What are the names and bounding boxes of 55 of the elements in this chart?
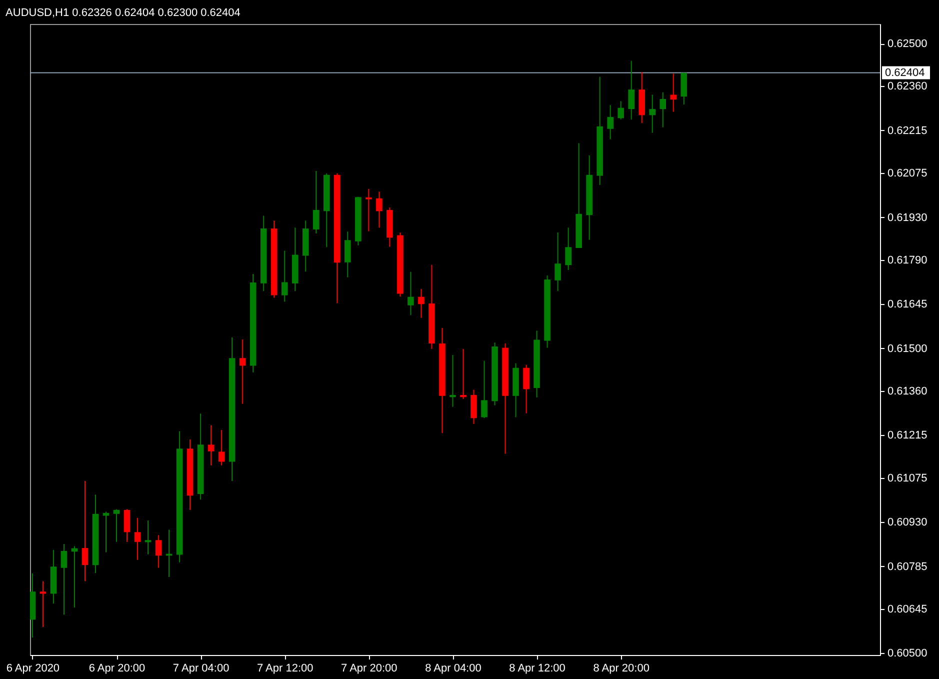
y-tick-label: 0.61790: [888, 254, 928, 266]
candlestick: [124, 508, 130, 542]
y-tick-label: 0.60500: [888, 648, 928, 660]
y-tick-label: 0.61500: [888, 342, 928, 355]
candlestick: [239, 339, 246, 404]
y-tick-label: 0.62360: [888, 80, 928, 93]
y-tick-label: 0.60785: [888, 560, 928, 573]
x-tick-label: 8 Apr 12:00: [509, 662, 566, 674]
y-tick-label: 0.61930: [888, 212, 928, 224]
candlestick: [208, 424, 214, 466]
x-tick-label: 7 Apr 04:00: [172, 662, 230, 674]
y-tick-label: 0.62500: [888, 38, 928, 50]
x-tick-label: 7 Apr 20:00: [341, 662, 398, 674]
y-tick-label: 0.61075: [888, 472, 928, 484]
candlestick: [134, 517, 141, 560]
candlestick: [565, 227, 572, 270]
y-tick-label: 0.62215: [888, 124, 928, 137]
candlestick: [366, 188, 372, 232]
y-tick-label: 0.61645: [888, 298, 928, 311]
x-tick-label: 6 Apr 20:00: [88, 662, 146, 674]
candlestick: [281, 250, 288, 302]
candlestick: [660, 92, 666, 128]
candlestick: [523, 364, 530, 414]
candlestick: [218, 430, 225, 466]
x-tick-label: 8 Apr 20:00: [593, 662, 650, 674]
candlestick: [376, 191, 382, 228]
y-tick-label: 0.61360: [888, 386, 928, 398]
candlestick: [649, 94, 656, 134]
candlestick: [460, 348, 466, 400]
x-tick-label: 8 Apr 04:00: [425, 662, 482, 674]
y-tick-label: 0.61215: [888, 430, 928, 442]
candlestick: [450, 354, 456, 408]
candlestick: [481, 360, 488, 419]
candlestick: [554, 232, 561, 292]
candlestick: [60, 544, 68, 616]
candlestick: [418, 288, 424, 318]
ref-line-label: 0.62404: [885, 66, 925, 79]
candlestick: [312, 170, 320, 234]
x-tick-label: 7 Apr 12:00: [256, 662, 314, 674]
y-tick-label: 0.62075: [888, 168, 928, 180]
candlestick: [618, 100, 624, 120]
candlestick: [628, 60, 634, 120]
y-tick-label: 0.60930: [888, 516, 928, 529]
x-tick-label: 6 Apr 2020: [6, 662, 60, 674]
candlestick: [470, 389, 477, 424]
candlestick: [155, 534, 162, 568]
candlestick: [670, 73, 677, 112]
y-tick-label: 0.60645: [888, 603, 928, 616]
candlestick: [82, 480, 88, 582]
candlestick: [113, 508, 120, 542]
chart-title: AUDUSD,H1 0.62326 0.62404 0.62300 0.62404: [6, 7, 240, 19]
candlestick: [408, 271, 414, 316]
candlestick: [344, 231, 351, 278]
candlestick: [607, 104, 614, 140]
candlestick: [680, 72, 688, 105]
